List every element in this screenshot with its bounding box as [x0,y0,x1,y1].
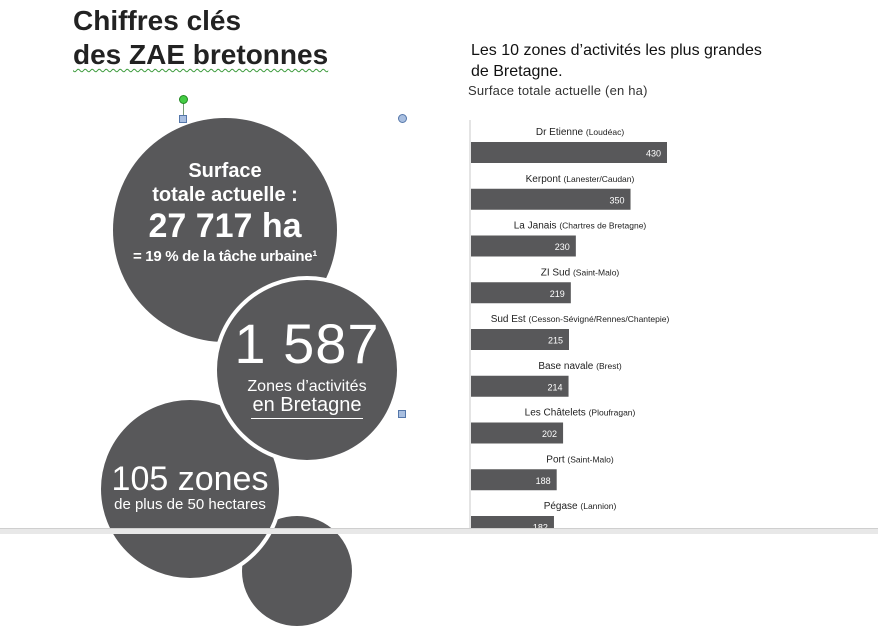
bar-value-label: 182 [533,523,548,533]
surface-line-1: Surface [188,160,262,182]
zones-count-value: 1 587 [234,312,380,375]
category-location: (Lanester/Caudan) [563,174,634,184]
category-location: (Chartres de Bretagne) [559,221,646,231]
bar [471,188,631,210]
page-title: Chiffres clés des ZAE bretonnes [73,4,328,72]
category-name: Dr Etienne [536,127,586,138]
category-location: (Cesson-Sévigné/Rennes/Chantepie) [529,314,670,324]
category-label: Dr Etienne (Loudéac) [536,127,624,138]
bar-value-label: 219 [550,289,565,299]
surface-note: = 19 % de la tâche urbaine¹ [132,248,318,265]
bar-value-label: 215 [548,336,563,346]
bar [471,329,569,350]
chart-subtitle: Surface totale actuelle (en ha) [468,83,648,98]
surface-value: 27 717 ha [148,207,302,245]
zones-count-divider [251,418,363,419]
rotation-handle-stem [183,102,184,118]
title-line-2: des ZAE bretonnes [73,38,328,72]
category-name: ZI Sud [541,267,573,278]
bar-value-label: 202 [542,429,557,439]
category-name: La Janais [514,221,560,232]
bottom-edge-strip [0,528,878,534]
category-label: Kerpont (Lanester/Caudan) [526,174,635,185]
big-zones-caption: de plus de 50 hectares [114,496,266,513]
category-location: (Brest) [596,361,622,371]
category-location: (Lannion) [580,501,616,511]
rotation-handle[interactable] [179,95,188,104]
bar [471,469,557,491]
resize-handle-right[interactable] [398,410,406,418]
category-name: Port [546,454,567,465]
category-name: Pégase [544,501,581,512]
bar-value-label: 230 [555,242,570,252]
category-location: (Loudéac) [586,127,624,137]
bar [471,235,576,257]
category-label: Les Châtelets (Ploufragan) [525,408,636,419]
zones-count-caption-2: en Bretagne [252,394,362,416]
category-location: (Saint-Malo) [567,454,613,464]
title-line-2-text: des ZAE bretonnes [73,39,329,70]
bar-chart: 430 Dr Etienne (Loudéac) 350 Kerpont (Lanes… [469,120,670,533]
category-name: Les Châtelets [525,408,589,419]
category-label: Pégase (Lannion) [544,501,617,512]
chart-title: Les 10 zones d’activités les plus grande… [471,40,762,82]
bar-value-label: 188 [536,476,551,486]
category-label: La Janais (Chartres de Bretagne) [514,221,647,232]
circle-surface: Surface totale actuelle : 27 717 ha = 19… [113,118,337,342]
chart-title-line-1: Les 10 zones d’activités les plus grande… [471,42,762,59]
chart-title-line-2: de Bretagne. [471,63,563,80]
resize-handle-top[interactable] [179,115,187,123]
bar-value-label: 430 [646,149,661,159]
title-line-1: Chiffres clés [73,5,242,36]
bar [471,422,564,444]
circle-zones-count: 1 587 Zones d’activités en Bretagne [213,276,401,464]
category-location: (Ploufragan) [589,408,636,418]
bar [471,142,667,163]
bar-value-label: 350 [610,195,625,205]
category-label: ZI Sud (Saint-Malo) [541,267,620,278]
bar-value-label: 214 [548,382,563,392]
category-location: (Saint-Malo) [573,267,619,277]
bar [471,282,571,304]
category-label: Port (Saint-Malo) [546,454,614,465]
big-zones-value: 105 zones [111,460,269,498]
bar [471,375,569,397]
category-name: Kerpont [526,174,564,185]
category-label: Sud Est (Cesson-Sévigné/Rennes/Chantepie… [491,314,670,325]
resize-handle-top-right[interactable] [398,114,407,123]
surface-line-2: totale actuelle : [152,184,298,206]
category-name: Sud Est [491,314,529,325]
zones-count-caption-1: Zones d’activités [247,378,367,395]
category-name: Base navale [538,361,596,372]
category-label: Base navale (Brest) [538,361,621,372]
